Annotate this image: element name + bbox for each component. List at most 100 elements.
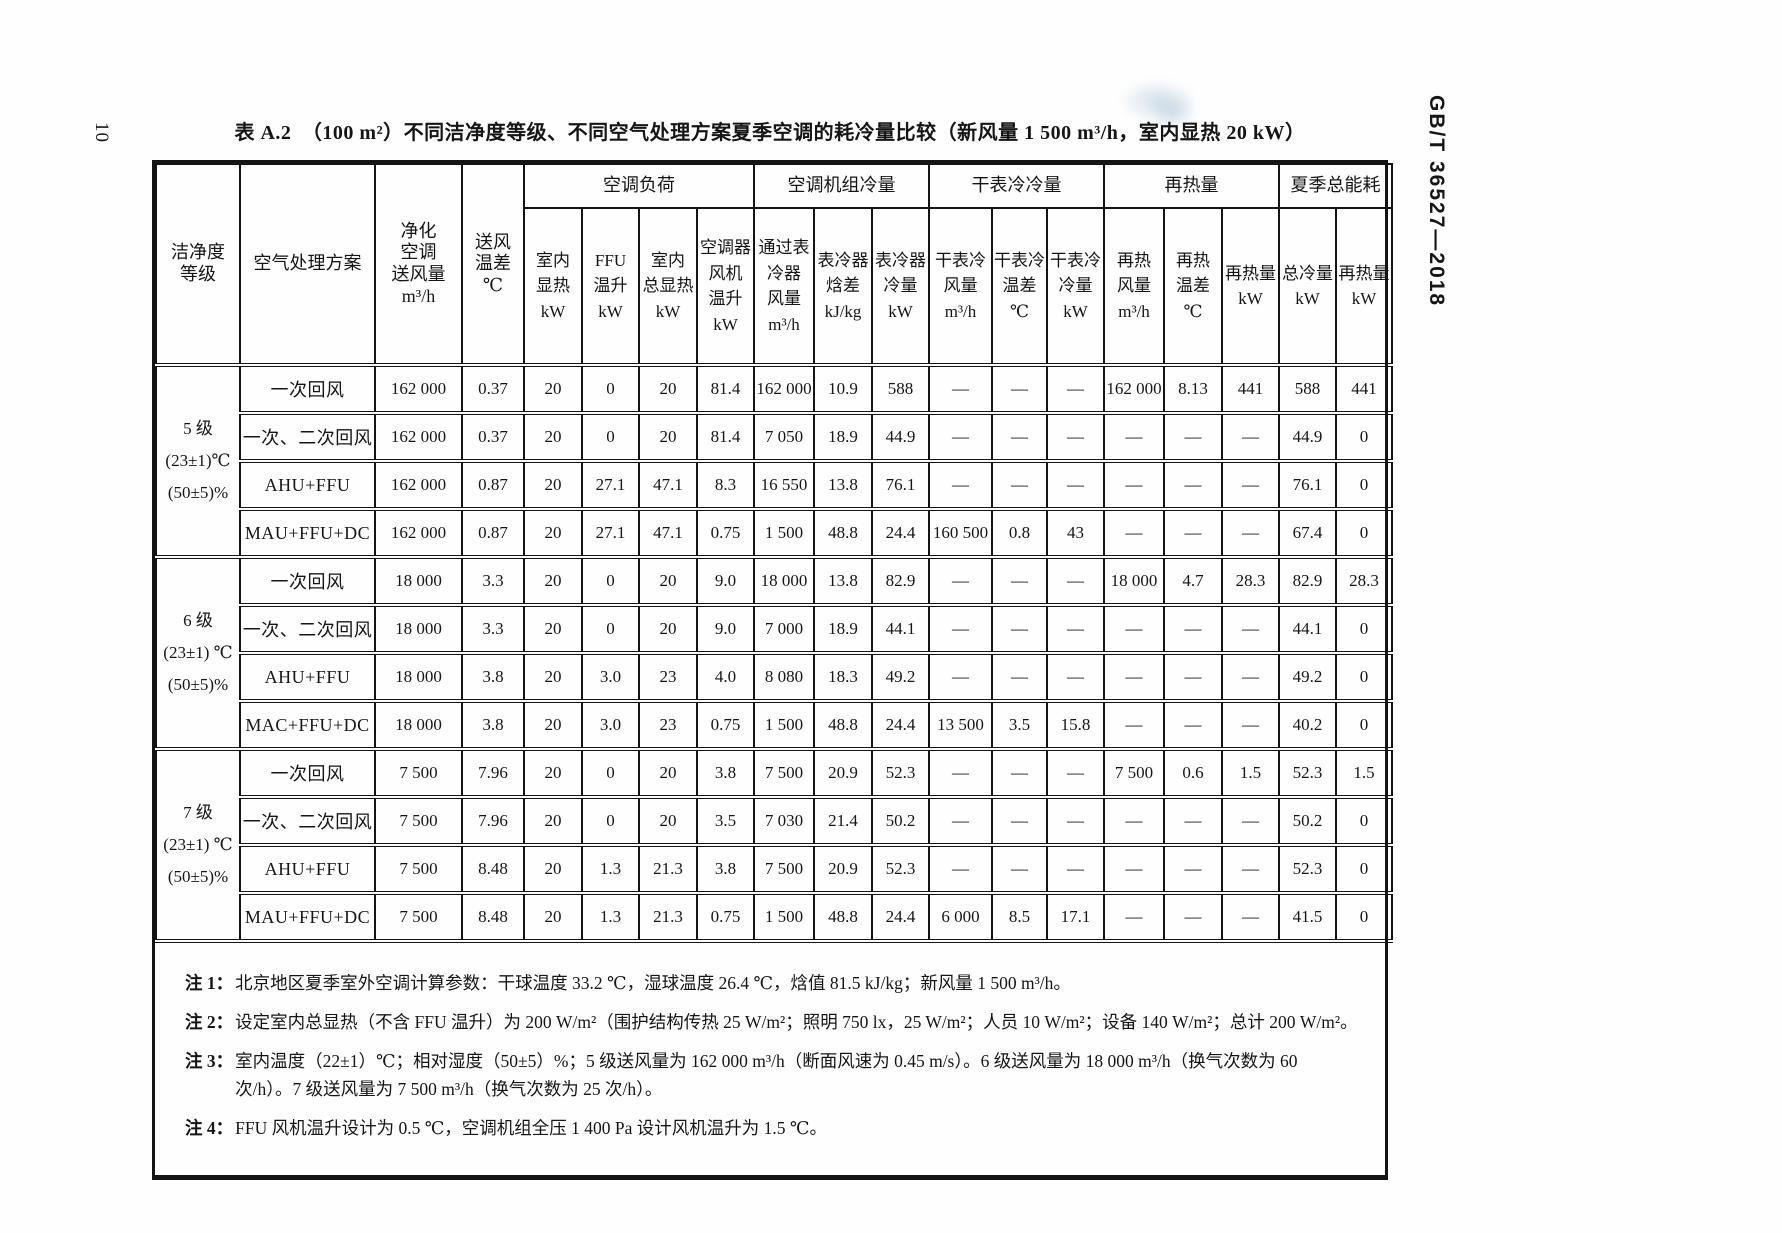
- value-cell: —: [1221, 843, 1281, 895]
- table-notes: 注 1： 北京地区夏季室外空调计算参数：干球温度 33.2 ℃，湿球温度 26.4…: [155, 943, 1385, 1175]
- scheme-cell: 一次回风: [239, 555, 376, 607]
- value-cell: 20: [523, 363, 583, 415]
- header-ac-fan-temp-rise: 空调器 风机 温升 kW: [696, 207, 755, 367]
- value-cell: 82.9: [1278, 555, 1338, 607]
- value-cell: 1.3: [581, 843, 640, 895]
- value-cell: 20.9: [813, 843, 873, 895]
- value-cell: 20: [638, 603, 698, 655]
- value-cell: 44.9: [870, 411, 931, 463]
- value-cell: —: [1221, 603, 1281, 655]
- value-cell: —: [991, 363, 1049, 415]
- value-cell: —: [1103, 411, 1166, 463]
- value-cell: 7 500: [753, 747, 815, 799]
- value-cell: 13.8: [813, 459, 873, 511]
- value-cell: 76.1: [870, 459, 931, 511]
- table-row: 7 级 (23±1) ℃ (50±5)% 一次回风 7 500 7.96 20 0 20 3.…: [155, 747, 1394, 943]
- value-cell: 8.48: [461, 843, 525, 895]
- value-cell: 7.96: [461, 795, 525, 847]
- note-text: 室内温度（22±1）℃；相对湿度（50±5）%；5 级送风量为 162 000 …: [235, 1051, 1298, 1099]
- value-cell: 20: [523, 891, 583, 943]
- value-cell: 7 000: [753, 603, 815, 655]
- value-cell: 3.8: [461, 651, 525, 703]
- value-cell: 28.3: [1335, 555, 1394, 607]
- value-cell: —: [1103, 891, 1166, 943]
- scheme-cell: 一次回风: [239, 747, 376, 799]
- header-scheme: 空气处理方案: [239, 163, 376, 366]
- value-cell: 0.37: [461, 411, 525, 463]
- value-cell: 8.48: [461, 891, 525, 943]
- value-cell: 82.9: [870, 555, 931, 607]
- value-cell: 4.7: [1163, 555, 1224, 607]
- value-cell: 49.2: [870, 651, 931, 703]
- column-group-ahu-cooling: 空调机组冷量: [752, 163, 931, 209]
- value-cell: 0.87: [461, 507, 525, 559]
- scheme-cell: 一次回风: [239, 363, 376, 415]
- note-text: 设定室内总显热（不含 FFU 温升）为 200 W/m²（围护结构传热 25 W…: [235, 1012, 1358, 1032]
- value-cell: —: [1103, 459, 1166, 511]
- data-table: 洁净度 等级 空气处理方案 净化 空调 送风量 m³/h 送风 温差 ℃ 空调负…: [155, 163, 1394, 943]
- table-row: MAC+FFU+DC 18 000 3.8 20 3.0 23 0.75 1 500 48.8 2…: [156, 699, 1394, 751]
- value-cell: 20: [638, 411, 698, 463]
- value-cell: 8.13: [1163, 363, 1224, 415]
- value-cell: 50.2: [870, 795, 931, 847]
- table-frame: 洁净度 等级 空气处理方案 净化 空调 送风量 m³/h 送风 温差 ℃ 空调负…: [152, 160, 1394, 1180]
- value-cell: 52.3: [1278, 843, 1338, 895]
- column-group-summer-total: 夏季总能耗: [1278, 163, 1394, 209]
- column-group-ac-load: 空调负荷: [523, 163, 755, 209]
- value-cell: 9.0: [696, 555, 755, 607]
- header-coil-cooling: 表冷器 冷量 kW: [870, 207, 931, 367]
- value-cell: 162 000: [374, 507, 463, 559]
- table-title: 表 A.2 （100 m²）不同洁净度等级、不同空气处理方案夏季空调的耗冷量比较…: [234, 122, 1306, 144]
- value-cell: 20: [523, 411, 583, 463]
- table-row: 一次、二次回风 18 000 3.3 20 0 20 9.0 7 000 18.9 44.1— — —…: [156, 603, 1394, 655]
- value-cell: 3.0: [581, 699, 640, 751]
- value-cell: 18.3: [813, 651, 873, 703]
- value-cell: 48.8: [813, 891, 873, 943]
- value-cell: 0.75: [696, 699, 755, 751]
- scheme-cell: AHU+FFU: [239, 651, 376, 703]
- value-cell: —: [991, 459, 1049, 511]
- value-cell: 20: [523, 555, 583, 607]
- value-cell: —: [991, 555, 1049, 607]
- standard-code: GB/T 36527—2018: [1425, 95, 1448, 308]
- value-cell: 588: [870, 363, 931, 415]
- value-cell: 7 500: [1103, 747, 1166, 799]
- table-row: AHU+FFU 162 000 0.87 20 27.1 47.1 8.3 16 550 13.…: [156, 459, 1394, 511]
- value-cell: 1.5: [1335, 747, 1394, 799]
- value-cell: 160 500: [928, 507, 994, 559]
- value-cell: 20: [638, 795, 698, 847]
- value-cell: 0: [1335, 459, 1394, 511]
- value-cell: 20: [523, 459, 583, 511]
- note-text: FFU 风机温升设计为 0.5 ℃，空调机组全压 1 400 Pa 设计风机温升…: [235, 1118, 828, 1138]
- value-cell: —: [1046, 747, 1106, 799]
- value-cell: 13.8: [813, 555, 873, 607]
- value-cell: —: [991, 795, 1049, 847]
- value-cell: —: [1221, 699, 1281, 751]
- value-cell: —: [1046, 459, 1106, 511]
- value-cell: —: [1163, 651, 1224, 703]
- header-ffu-temp-rise: FFU 温升 kW: [581, 207, 640, 367]
- value-cell: 162 000: [374, 459, 463, 511]
- value-cell: —: [1221, 507, 1281, 559]
- value-cell: —: [1221, 411, 1281, 463]
- value-cell: 24.4: [870, 891, 931, 943]
- scheme-cell: MAU+FFU+DC: [239, 891, 376, 943]
- value-cell: 20: [523, 603, 583, 655]
- value-cell: —: [928, 795, 994, 847]
- value-cell: 0: [1335, 411, 1394, 463]
- header-total-reheat: 再热量 kW: [1335, 207, 1394, 367]
- value-cell: 28.3: [1221, 555, 1281, 607]
- value-cell: —: [928, 363, 994, 415]
- value-cell: 162 000: [1103, 363, 1166, 415]
- value-cell: 18 000: [1103, 555, 1166, 607]
- value-cell: 8.3: [696, 459, 755, 511]
- value-cell: 441: [1335, 363, 1394, 415]
- value-cell: 27.1: [581, 507, 640, 559]
- value-cell: 10.9: [813, 363, 873, 415]
- note: 注 2： 设定室内总显热（不含 FFU 温升）为 200 W/m²（围护结构传热 …: [185, 1008, 1359, 1036]
- value-cell: 24.4: [870, 699, 931, 751]
- value-cell: 0.6: [1163, 747, 1224, 799]
- value-cell: 52.3: [870, 747, 931, 799]
- value-cell: 3.3: [461, 555, 525, 607]
- table-row: AHU+FFU 7 500 8.48 20 1.3 21.3 3.8 7 500 20.9 52.…: [156, 843, 1394, 895]
